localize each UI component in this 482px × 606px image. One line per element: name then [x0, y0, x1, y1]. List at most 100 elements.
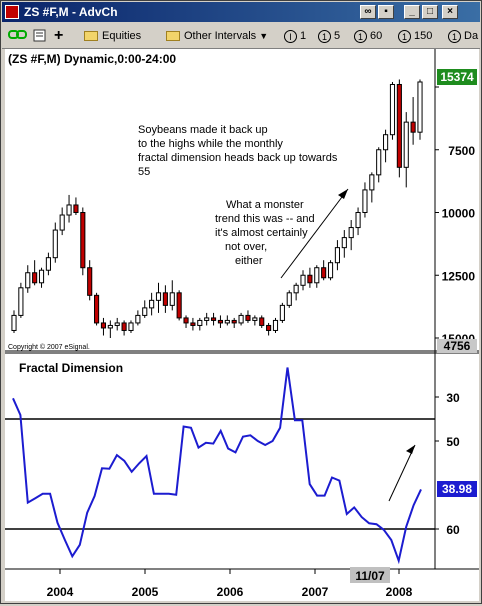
candle-body — [169, 292, 175, 306]
time-tick-label: 2004 — [47, 585, 74, 599]
maximize-button[interactable]: □ — [422, 5, 438, 19]
candle-body — [376, 149, 382, 176]
candle-body — [162, 292, 168, 306]
time-cursor-badge — [350, 567, 390, 583]
candle-body — [383, 134, 389, 151]
candle-body — [142, 307, 148, 316]
folder-icon — [166, 31, 180, 42]
fd-arrow — [388, 444, 416, 502]
interval-label: 150 — [414, 30, 433, 42]
chart-svg[interactable]: (ZS #F,M) Dynamic,0:00-24:00 Copyright ©… — [5, 49, 479, 601]
candle-body — [59, 214, 65, 231]
interval-button-daily[interactable]: 1 Da — [448, 27, 478, 45]
candle-body — [155, 292, 162, 301]
fd-arrow-head-icon — [406, 445, 415, 454]
candle-body — [38, 269, 45, 284]
dropdown-arrow-icon: ▼ — [259, 31, 269, 41]
candle-body — [355, 212, 361, 229]
candle-body — [121, 322, 127, 331]
time-tick-label: 2008 — [386, 585, 413, 599]
indicator-tick-label: 30 — [446, 391, 460, 405]
candle-body — [300, 274, 306, 286]
interval-label: 60 — [370, 30, 383, 42]
title-bar[interactable]: ZS #F,M - AdvCh ∞ ▪ _ □ × — [2, 2, 480, 22]
candle-body — [107, 324, 113, 329]
candle-body — [259, 317, 265, 326]
candle-body — [231, 319, 237, 324]
indicator-axis: 60 50 30 — [435, 391, 460, 537]
candle-body — [128, 322, 134, 331]
last-fd-value: 38.98 — [442, 482, 472, 496]
candle-body — [217, 319, 224, 324]
candle-body — [32, 272, 38, 284]
trend-arrow-head-icon — [338, 189, 348, 199]
interval-icon: 1 — [448, 29, 461, 43]
interval-button-150[interactable]: 1 150 — [398, 27, 432, 45]
equities-menu[interactable]: Equities — [84, 27, 141, 45]
candle-body — [238, 314, 244, 324]
interval-icon: 1 — [398, 29, 411, 43]
time-tick-label: 2005 — [132, 585, 159, 599]
candle-body — [341, 237, 347, 249]
candle-body — [11, 314, 17, 331]
candle-body — [204, 317, 210, 321]
candle-body — [149, 299, 155, 309]
last-price-value: 15374 — [440, 70, 474, 84]
time-cursor-label: 11/07 — [355, 569, 385, 583]
candle-body — [286, 292, 292, 306]
interval-icon: 1 — [318, 29, 331, 43]
chart-area[interactable]: (ZS #F,M) Dynamic,0:00-24:00 Copyright ©… — [5, 49, 479, 601]
candle-body — [18, 287, 24, 316]
candle-body — [272, 319, 279, 331]
candle-body — [190, 322, 196, 326]
interval-button-60[interactable]: 1 60 — [354, 27, 382, 45]
low-price-value: 4756 — [444, 339, 471, 353]
candle-body — [210, 317, 217, 321]
candle-body — [114, 322, 120, 326]
time-axis: 2004 2005 2006 2007 2008 — [47, 569, 413, 599]
trend-arrow — [280, 188, 349, 279]
time-tick-label: 2006 — [217, 585, 244, 599]
annotation-mid: What a monster trend this was -- and it'… — [215, 199, 318, 267]
price-tick-label: 10000 — [442, 207, 476, 221]
price-tick-label: 12500 — [442, 269, 476, 283]
other-intervals-label: Other Intervals — [184, 30, 257, 42]
candle-body — [327, 262, 334, 279]
indicator-reference-lines — [5, 418, 435, 530]
candle-body — [87, 267, 93, 296]
last-fd-badge — [437, 481, 477, 497]
candle-body — [94, 294, 100, 324]
properties-icon[interactable] — [32, 27, 50, 45]
candle-body — [135, 314, 141, 324]
folder-icon — [84, 31, 98, 42]
candle-body — [25, 272, 31, 289]
close-button[interactable]: × — [442, 5, 458, 19]
chain-link-icon[interactable] — [8, 27, 28, 45]
candle-body — [252, 317, 258, 321]
interval-label: 5 — [334, 30, 341, 42]
candle-body — [348, 227, 354, 239]
interval-label: 1 — [300, 30, 307, 42]
link-icon[interactable]: ∞ — [360, 5, 376, 19]
candle-body — [362, 189, 368, 214]
candle-body — [197, 319, 203, 326]
candle-body — [307, 274, 313, 284]
price-axis: 1500012500100007500 — [435, 86, 476, 346]
last-price-badge — [437, 69, 477, 85]
add-icon[interactable]: + — [54, 27, 64, 44]
candle-body — [410, 121, 416, 133]
indicator-title: Fractal Dimension — [19, 361, 123, 375]
indicator-tick-label: 60 — [446, 523, 460, 537]
candle-body — [417, 81, 423, 133]
candle-body — [293, 284, 299, 294]
low-price-badge — [437, 339, 477, 353]
candle-body — [45, 257, 51, 271]
minimize-button[interactable]: _ — [404, 5, 420, 19]
candle-body — [369, 174, 375, 191]
pin-icon[interactable]: ▪ — [378, 5, 394, 19]
other-intervals-menu[interactable]: Other Intervals ▼ — [166, 27, 268, 45]
